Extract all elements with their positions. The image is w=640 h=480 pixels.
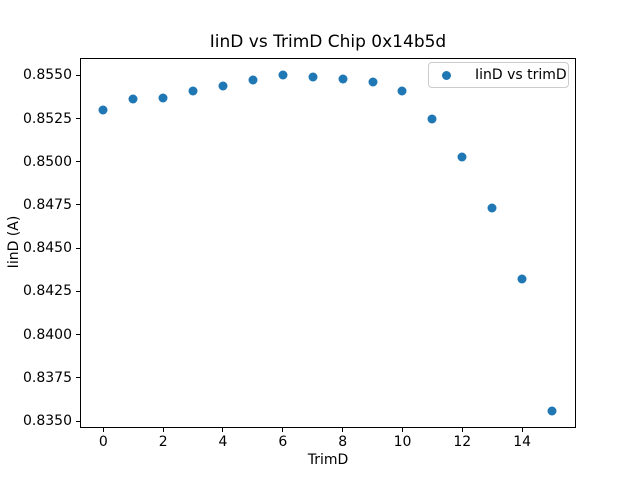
x-tick-mark xyxy=(162,428,164,432)
x-tick-label: 12 xyxy=(453,434,472,450)
y-tick-mark xyxy=(76,118,80,119)
y-tick-mark xyxy=(76,74,80,76)
y-tick-mark xyxy=(76,204,80,206)
y-tick-label: 0.8500 xyxy=(23,153,72,170)
x-tick-mark xyxy=(222,428,224,432)
x-tick-label: 14 xyxy=(513,434,532,450)
y-tick-label: 0.8525 xyxy=(23,110,72,127)
y-tick-label: 0.8400 xyxy=(23,326,72,343)
x-tick-mark xyxy=(342,428,344,432)
dot-icon xyxy=(442,70,451,80)
y-tick-mark xyxy=(76,334,80,336)
data-point xyxy=(338,74,348,84)
y-tick-mark xyxy=(76,161,80,163)
x-tick-label: 4 xyxy=(218,434,228,450)
legend: IinD vs trimD xyxy=(428,62,569,88)
y-tick-label: 0.8550 xyxy=(23,67,72,84)
x-axis-label: TrimD xyxy=(307,452,349,468)
x-tick-mark xyxy=(282,428,284,432)
x-tick-mark xyxy=(102,428,104,432)
data-point xyxy=(278,70,288,80)
plot-area xyxy=(80,58,576,428)
chart-title: IinD vs TrimD Chip 0x14b5d xyxy=(209,32,447,52)
y-tick-mark xyxy=(76,420,80,422)
x-tick-mark xyxy=(401,428,403,432)
x-tick-label: 10 xyxy=(393,434,412,450)
x-tick-label: 0 xyxy=(98,434,108,450)
data-point xyxy=(218,81,228,91)
y-tick-mark xyxy=(76,377,80,379)
y-tick-label: 0.8375 xyxy=(23,369,72,386)
y-tick-mark xyxy=(76,290,80,292)
y-tick-label: 0.8450 xyxy=(23,240,72,257)
data-point xyxy=(547,406,557,416)
data-point xyxy=(517,274,527,284)
x-tick-label: 2 xyxy=(158,434,168,450)
x-tick-mark xyxy=(521,428,523,432)
y-tick-label: 0.8350 xyxy=(23,413,72,430)
data-point xyxy=(368,77,378,87)
y-tick-label: 0.8475 xyxy=(23,196,72,213)
data-point xyxy=(98,105,108,115)
y-tick-label: 0.8425 xyxy=(23,283,72,300)
data-point xyxy=(308,72,318,82)
y-tick-mark xyxy=(76,247,80,249)
data-point xyxy=(188,86,198,96)
data-point xyxy=(158,93,168,103)
data-point xyxy=(457,152,467,162)
data-point xyxy=(427,114,437,123)
data-point xyxy=(128,94,138,104)
x-tick-label: 8 xyxy=(338,434,348,450)
data-point xyxy=(397,86,407,96)
legend-label: IinD vs trimD xyxy=(475,67,567,83)
x-tick-label: 6 xyxy=(278,434,288,450)
x-tick-mark xyxy=(461,428,463,432)
data-point xyxy=(248,75,258,85)
data-point xyxy=(487,203,497,213)
